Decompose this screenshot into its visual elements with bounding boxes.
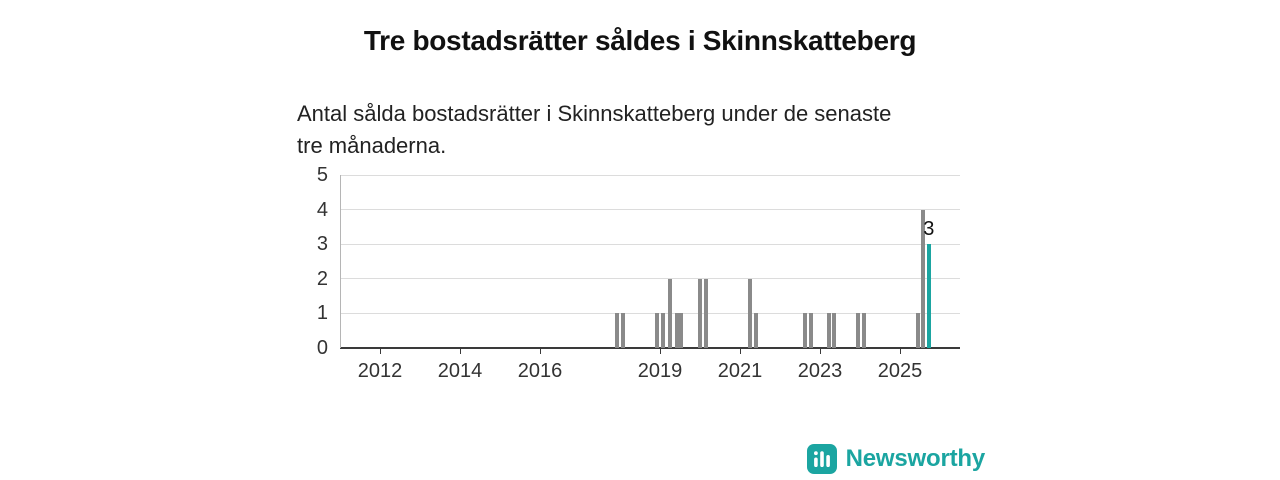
bar (614, 313, 619, 348)
bar (674, 313, 679, 348)
bar (826, 313, 831, 348)
bar (921, 209, 926, 348)
y-tick-label: 3 (316, 233, 328, 256)
x-tick (819, 348, 821, 354)
bar (754, 313, 758, 348)
chart-title: Tre bostadsrätter såldes i Skinnskattebe… (363, 24, 917, 56)
newsworthy-logo: Newsworthy (806, 444, 986, 474)
y-tick-label: 2 (316, 267, 328, 290)
bar (862, 313, 866, 348)
bar-chart: 0 1 2 3 4 5 2012 2014 2016 2019 2021 2023 2025 3 (317, 164, 960, 382)
x-tick-label: 2023 (797, 360, 843, 382)
plot-area: 0 1 2 3 4 5 2012 2014 2016 2019 2021 2023 2025 3 (317, 164, 960, 382)
x-tick (739, 348, 741, 354)
bar (856, 313, 861, 348)
bar (661, 313, 666, 348)
bar (654, 313, 659, 348)
bar (803, 313, 808, 348)
y-tick-label: 1 (316, 302, 328, 325)
bar (916, 313, 920, 348)
y-tick-label: 4 (316, 198, 328, 221)
x-tick (459, 348, 461, 354)
bar-value-label: 3 (923, 218, 935, 241)
bar-highlight (926, 244, 931, 348)
bar (668, 278, 672, 348)
x-tick (539, 348, 541, 354)
x-tick-label: 2025 (877, 360, 923, 382)
bar (678, 313, 683, 348)
y-tick-label: 5 (316, 164, 328, 186)
x-tick (899, 348, 901, 354)
x-tick (659, 348, 661, 354)
y-tick-label: 0 (316, 337, 328, 359)
gridline-y3 (340, 243, 960, 245)
bar (808, 313, 813, 348)
newsworthy-logo-text: Newsworthy (845, 445, 986, 472)
gridline-y4 (340, 209, 960, 211)
x-axis-baseline (340, 347, 960, 349)
bar (832, 313, 837, 348)
bar (704, 278, 708, 348)
gridline-y5 (340, 174, 960, 176)
x-tick-label: 2012 (357, 360, 403, 382)
x-tick (379, 348, 381, 354)
bar (621, 313, 626, 348)
bar (698, 278, 702, 348)
x-tick-label: 2019 (637, 360, 683, 382)
gridline-y1 (340, 312, 960, 314)
y-axis-line (340, 175, 341, 348)
x-tick-label: 2016 (517, 360, 563, 382)
x-tick-label: 2021 (717, 360, 763, 382)
chart-subtitle: Antal sålda bostadsrätter i Skinnskatteb… (297, 101, 892, 158)
bar (748, 278, 752, 348)
x-tick-label: 2014 (437, 360, 483, 382)
newsworthy-logo-icon (806, 444, 837, 474)
gridline-y2 (340, 278, 960, 280)
